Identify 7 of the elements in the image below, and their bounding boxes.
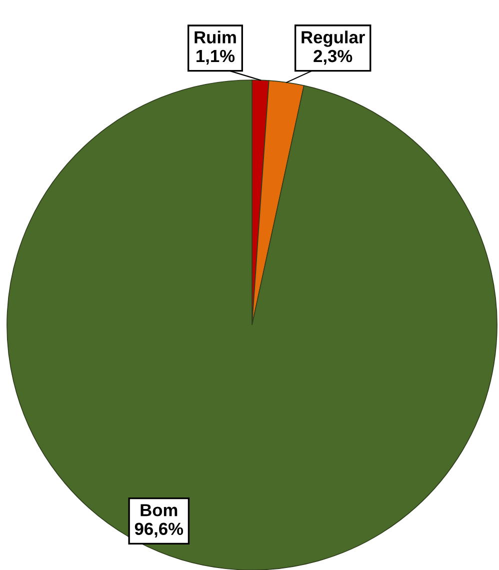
data-label: 96,6% — [134, 522, 184, 538]
slice-label: Ruim — [194, 30, 236, 44]
pie-slice — [6, 80, 498, 570]
data-label: 1,1% — [196, 50, 235, 65]
data-label: 2,3% — [314, 50, 352, 65]
slice-label: Bom — [140, 504, 178, 516]
slice-label: Regular — [302, 30, 365, 47]
